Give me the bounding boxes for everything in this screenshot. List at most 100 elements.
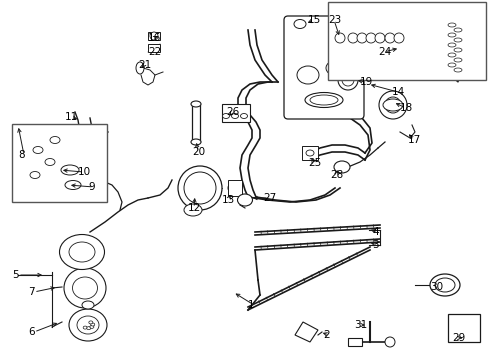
Text: 13: 13 [222, 195, 235, 205]
Circle shape [150, 32, 158, 40]
Ellipse shape [227, 182, 242, 194]
Text: 25: 25 [307, 158, 321, 168]
Circle shape [378, 91, 406, 119]
Ellipse shape [325, 60, 346, 76]
Ellipse shape [453, 48, 461, 52]
Ellipse shape [64, 268, 106, 308]
Bar [227, 180, 242, 196]
Text: 16: 16 [148, 33, 161, 43]
Ellipse shape [82, 301, 94, 309]
Text: 11: 11 [65, 112, 78, 122]
Circle shape [347, 33, 357, 43]
Text: 18: 18 [399, 103, 412, 113]
Text: 2: 2 [323, 330, 329, 340]
Ellipse shape [447, 43, 455, 47]
Ellipse shape [45, 158, 55, 166]
Bar [222, 104, 249, 122]
Ellipse shape [83, 326, 87, 329]
Circle shape [337, 70, 357, 90]
Ellipse shape [69, 242, 95, 262]
Circle shape [393, 33, 403, 43]
Ellipse shape [434, 278, 454, 292]
Ellipse shape [136, 62, 143, 74]
Ellipse shape [453, 68, 461, 72]
Ellipse shape [447, 63, 455, 67]
Ellipse shape [77, 316, 99, 334]
Circle shape [365, 33, 375, 43]
Bar [327, 2, 485, 80]
Text: 31: 31 [353, 320, 366, 330]
Ellipse shape [183, 204, 202, 216]
Circle shape [384, 97, 400, 113]
Bar [302, 146, 317, 160]
Ellipse shape [453, 38, 461, 42]
Ellipse shape [237, 194, 252, 206]
Text: 20: 20 [192, 147, 204, 157]
Ellipse shape [231, 113, 238, 118]
Ellipse shape [90, 325, 94, 328]
Ellipse shape [429, 274, 459, 296]
Ellipse shape [60, 234, 104, 270]
Ellipse shape [69, 309, 107, 341]
Text: 23: 23 [327, 15, 341, 25]
Text: 7: 7 [28, 287, 35, 297]
Circle shape [183, 172, 216, 204]
Text: 17: 17 [407, 135, 420, 145]
Text: 26: 26 [225, 107, 239, 117]
Ellipse shape [33, 147, 43, 153]
Text: 29: 29 [451, 333, 464, 343]
Text: 9: 9 [88, 182, 95, 192]
Ellipse shape [240, 113, 247, 118]
Ellipse shape [296, 66, 318, 84]
Bar [347, 338, 361, 346]
Polygon shape [294, 322, 317, 342]
Ellipse shape [222, 113, 229, 118]
Ellipse shape [65, 180, 81, 189]
Ellipse shape [89, 321, 93, 324]
Ellipse shape [305, 93, 342, 108]
Text: 22: 22 [148, 47, 161, 57]
Text: 30: 30 [429, 282, 442, 292]
Ellipse shape [453, 58, 461, 62]
Bar [12, 124, 107, 202]
Circle shape [374, 33, 384, 43]
Ellipse shape [447, 33, 455, 37]
Text: 21: 21 [138, 60, 151, 70]
Circle shape [334, 33, 345, 43]
Ellipse shape [91, 323, 95, 326]
Text: 10: 10 [78, 167, 91, 177]
Ellipse shape [453, 28, 461, 32]
Bar [148, 44, 160, 52]
FancyBboxPatch shape [284, 16, 363, 119]
Text: 19: 19 [359, 77, 372, 87]
Ellipse shape [191, 101, 201, 107]
Bar [447, 314, 479, 342]
Text: 4: 4 [371, 227, 378, 237]
Circle shape [356, 33, 366, 43]
Ellipse shape [447, 23, 455, 27]
Bar [148, 32, 160, 40]
Text: 12: 12 [187, 203, 201, 213]
Ellipse shape [382, 99, 402, 111]
Text: 14: 14 [391, 87, 405, 97]
Ellipse shape [305, 150, 313, 156]
Text: 6: 6 [28, 327, 35, 337]
Bar [192, 104, 200, 142]
Text: 15: 15 [307, 15, 321, 25]
Ellipse shape [72, 277, 97, 299]
Circle shape [384, 33, 394, 43]
Text: 28: 28 [329, 170, 343, 180]
Circle shape [178, 166, 222, 210]
Circle shape [384, 337, 394, 347]
Ellipse shape [447, 53, 455, 57]
Ellipse shape [50, 136, 60, 144]
Ellipse shape [293, 19, 305, 28]
Text: 3: 3 [371, 240, 378, 250]
Ellipse shape [333, 161, 349, 173]
Text: 24: 24 [377, 47, 390, 57]
Circle shape [341, 74, 353, 86]
Text: 27: 27 [263, 193, 276, 203]
Text: 1: 1 [247, 300, 254, 310]
Ellipse shape [86, 327, 91, 330]
Text: 5: 5 [12, 270, 19, 280]
